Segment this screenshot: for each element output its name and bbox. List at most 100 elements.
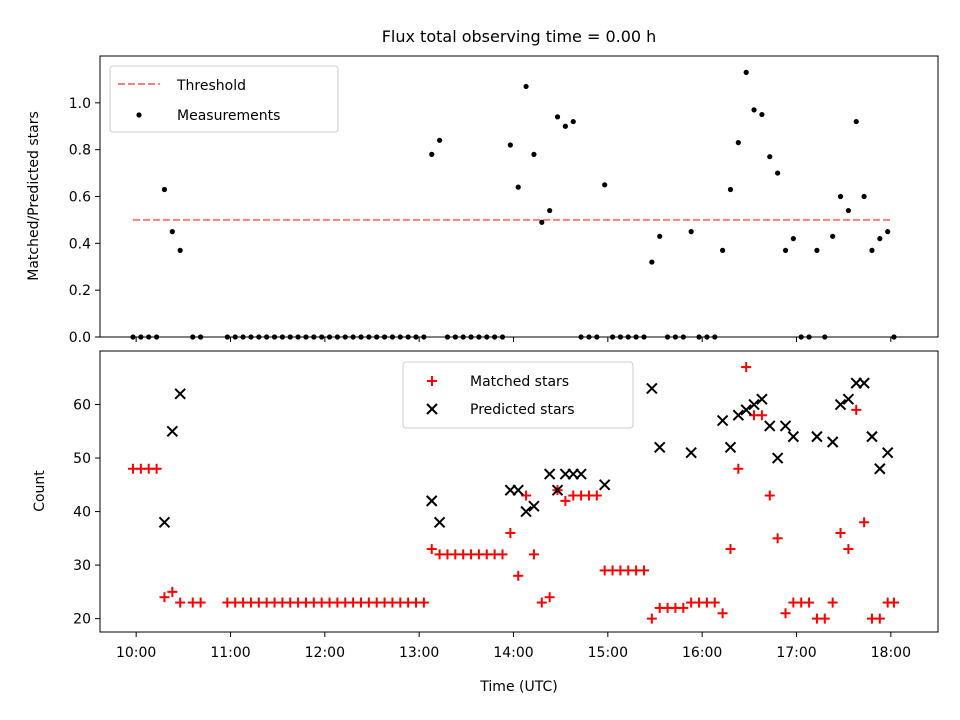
count-y-tick-label: 50 <box>73 451 91 467</box>
matched-point <box>835 527 846 538</box>
measurement-point <box>169 229 175 235</box>
measurement-point <box>649 259 655 265</box>
measurement-point <box>177 247 183 253</box>
x-axis-label: Time (UTC) <box>479 679 557 695</box>
predicted-point <box>771 452 784 464</box>
measurement-point <box>885 229 891 235</box>
predicted-point <box>166 425 179 437</box>
predicted-point <box>842 393 855 405</box>
matched-points <box>128 362 899 624</box>
x-tick-label: 12:00 <box>305 645 345 661</box>
measurement-point <box>161 186 168 193</box>
measurement-point <box>853 118 859 125</box>
matched-point <box>418 597 429 608</box>
predicted-point <box>528 500 540 512</box>
matched-point <box>859 517 870 528</box>
ratio-y-tick-label: 0.2 <box>69 283 91 299</box>
matched-legend-label: Matched stars <box>470 374 569 390</box>
predicted-point <box>598 479 611 491</box>
x-tick-label: 14:00 <box>493 645 533 661</box>
predicted-point <box>158 516 171 528</box>
ratio-x-ticks <box>135 337 892 342</box>
matched-point <box>560 495 571 506</box>
count-y-tick-label: 40 <box>73 505 91 521</box>
measurement-point <box>861 193 867 200</box>
count-axes-frame <box>99 350 939 633</box>
ratio-y-tick-label: 0.6 <box>69 190 91 206</box>
ratio-y-tick-label: 0.8 <box>69 143 91 159</box>
matched-point <box>843 544 854 555</box>
matched-point <box>426 544 437 555</box>
measurement-point <box>877 236 883 242</box>
matched-point <box>741 362 752 373</box>
matched-point <box>717 608 728 619</box>
count-y-axis-label: Count <box>32 470 48 512</box>
predicted-point <box>748 398 760 411</box>
matched-point <box>159 592 170 603</box>
measurement-point <box>554 114 561 120</box>
measurement-point <box>869 247 875 253</box>
matched-point <box>591 490 602 501</box>
measurement-point <box>845 207 851 214</box>
count-x-ticks: 10:00 11:00 12:00 13:00 14:00 15:00 16:00 17:00… <box>116 632 911 661</box>
measurement-point <box>790 236 796 242</box>
predicted-point <box>756 393 768 405</box>
predicted-point <box>787 430 800 443</box>
predicted-point <box>866 430 878 443</box>
matched-point <box>725 544 736 555</box>
ratio-legend-box <box>109 65 339 133</box>
count-legend: Matched stars Predicted stars <box>402 361 634 429</box>
matched-point <box>819 613 830 624</box>
x-tick-label: 18:00 <box>871 645 911 661</box>
predicted-point <box>646 382 658 395</box>
measurements-legend-marker <box>136 112 142 118</box>
measurement-point <box>775 170 781 176</box>
matched-point <box>874 613 885 624</box>
measurement-point <box>507 142 513 148</box>
ratio-y-axis-label: Matched/Predicted stars <box>26 111 42 281</box>
matched-point <box>678 602 689 613</box>
predicted-point <box>724 441 737 454</box>
predicted-point <box>575 468 587 480</box>
predicted-point <box>433 516 446 528</box>
measurement-point <box>688 229 694 235</box>
matched-point <box>733 463 744 474</box>
matched-point <box>772 533 783 544</box>
measurement-point <box>570 118 576 125</box>
x-tick-label: 11:00 <box>210 645 250 661</box>
x-tick-label: 16:00 <box>682 645 722 661</box>
count-panel: 20 30 40 50 60 10:00 11:00 12:00 13:00 14:00 15:0… <box>32 350 939 695</box>
predicted-point <box>826 436 839 448</box>
matched-point <box>167 586 178 597</box>
measurement-point <box>782 247 789 253</box>
measurement-point <box>735 140 741 146</box>
measurement-point <box>727 186 734 193</box>
matched-point <box>536 597 547 608</box>
matched-point <box>804 597 815 608</box>
matched-point <box>756 410 767 421</box>
measurement-point <box>437 137 443 143</box>
measurement-point <box>720 247 726 253</box>
matched-point <box>505 527 516 538</box>
predicted-point <box>732 409 745 421</box>
predicted-point <box>779 420 792 432</box>
matched-point <box>888 597 899 608</box>
matched-point <box>195 597 206 608</box>
predicted-point <box>654 441 666 454</box>
measurement-point <box>523 83 529 90</box>
matched-point <box>764 490 775 501</box>
predicted-point <box>716 414 729 427</box>
predicted-legend-marker <box>426 403 438 415</box>
matched-point <box>528 549 539 560</box>
measurement-point <box>767 154 773 160</box>
matched-legend-marker <box>427 376 437 386</box>
predicted-point <box>811 430 823 443</box>
measurement-point <box>515 184 521 190</box>
predicted-point <box>874 463 886 475</box>
predicted-point <box>881 446 894 459</box>
measurement-point <box>837 193 844 200</box>
matched-point <box>780 608 791 619</box>
x-tick-label: 10:00 <box>116 645 156 661</box>
measurement-point <box>830 233 836 239</box>
